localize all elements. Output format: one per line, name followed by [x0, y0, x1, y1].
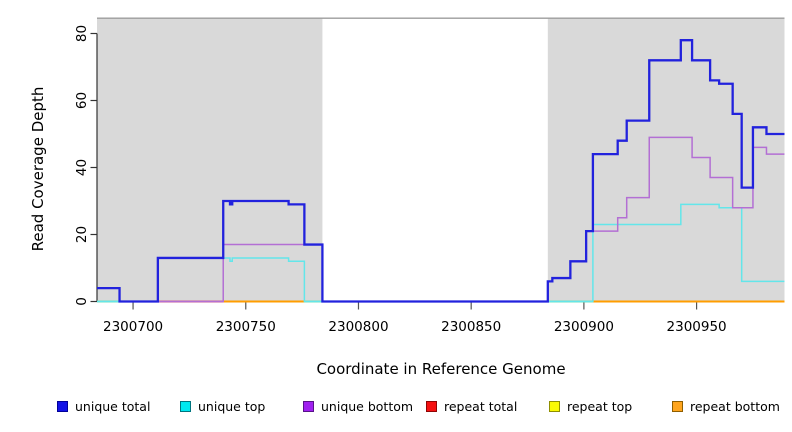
- x-tick-label: 2300900: [554, 319, 614, 335]
- series-unique-top: [97, 203, 785, 303]
- y-tick-label: 0: [74, 297, 90, 306]
- legend-label: unique top: [198, 398, 266, 414]
- legend-swatch-icon: [426, 400, 437, 412]
- x-tick-label: 2300700: [103, 319, 163, 335]
- legend-label: repeat total: [444, 398, 518, 414]
- legend-item-unique-total: unique total: [57, 398, 150, 414]
- series-unique-total: [97, 39, 785, 303]
- legend-item-unique-top: unique top: [180, 398, 265, 414]
- shaded-region: [97, 18, 323, 303]
- y-tick-label: 20: [74, 226, 90, 243]
- y-tick-label: 60: [74, 92, 90, 109]
- legend-item-unique-bottom: unique bottom: [303, 398, 413, 414]
- legend-swatch-icon: [303, 400, 314, 412]
- y-tick-label: 80: [74, 25, 90, 42]
- legend-label: repeat bottom: [690, 398, 780, 414]
- y-axis-title: Read Coverage Depth: [29, 86, 47, 252]
- legend-item-repeat-total: repeat total: [426, 398, 517, 414]
- legend-item-repeat-bottom: repeat bottom: [672, 398, 780, 414]
- x-tick-label: 2300950: [667, 319, 727, 335]
- legend-swatch-icon: [57, 400, 68, 412]
- legend-swatch-icon: [180, 400, 191, 412]
- legend-label: repeat top: [567, 398, 633, 414]
- legend-swatch-icon: [672, 400, 683, 412]
- legend-item-repeat-top: repeat top: [549, 398, 632, 414]
- legend-swatch-icon: [549, 400, 560, 412]
- x-tick-label: 2300850: [441, 319, 501, 335]
- x-tick-label: 2300800: [328, 319, 388, 335]
- legend-label: unique bottom: [321, 398, 414, 414]
- x-axis-title: Coordinate in Reference Genome: [316, 360, 566, 378]
- x-tick-label: 2300750: [216, 319, 276, 335]
- y-tick-label: 40: [74, 159, 90, 176]
- legend-label: unique total: [75, 398, 151, 414]
